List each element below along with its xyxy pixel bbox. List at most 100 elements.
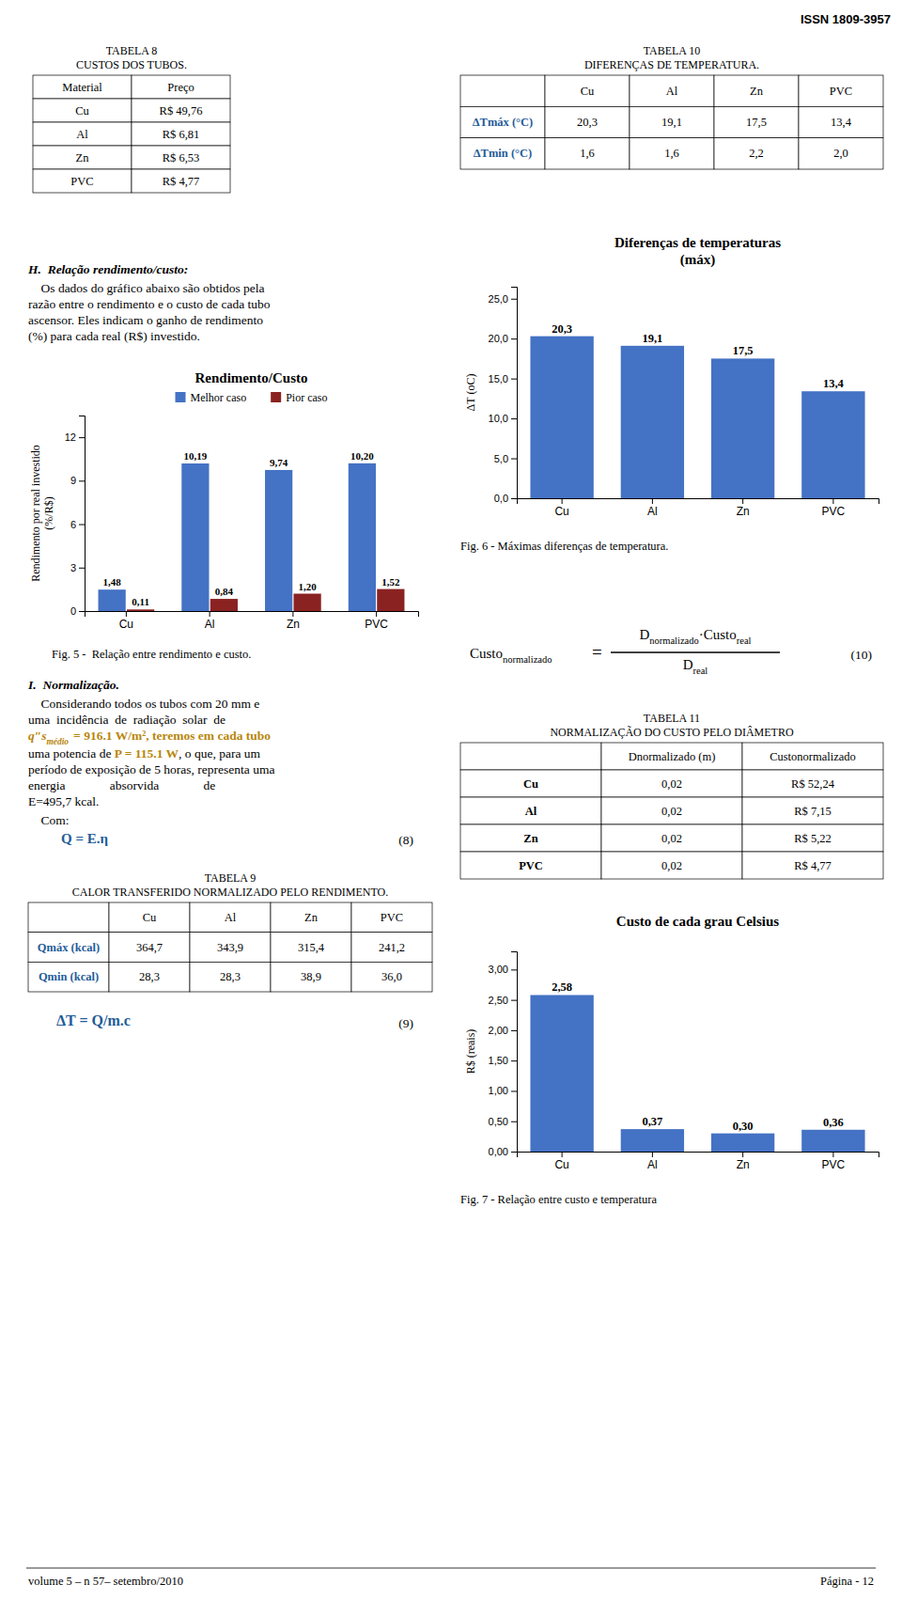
y-tick-label: 12 [64,431,77,443]
x-tick: Cu [119,610,134,631]
table-title: NORMALIZAÇÃO DO CUSTO PELO DIÂMETRO [549,725,794,739]
bar [376,589,405,611]
bars [529,994,865,1151]
y-tick-mark [78,436,85,438]
table-cell [798,138,884,170]
table-text: Al [525,804,538,818]
body-line: (%) para cada real (R$) investido. [28,328,201,343]
table-cell [742,769,884,797]
table-text: 17,5 [746,115,767,129]
table-text: 28,3 [139,969,160,983]
table-cell [189,932,271,963]
table-cell [131,75,231,99]
x-tick: PVC [822,497,846,518]
text-run: normalizado [649,635,699,646]
y-tick-label: 2,00 [488,1024,509,1036]
y-tick-mark [511,999,517,1001]
y-tick-mark [78,480,85,482]
table-header: PVC [380,910,404,924]
y-tick-mark [511,1059,517,1061]
table-cell [798,106,884,138]
chart-title-line: Rendimento/Custo [194,370,308,386]
y-tick-label: 3,00 [488,963,509,975]
x-axis: CuAlZnPVC [517,497,880,518]
body-line: Os dados do gráfico abaixo são obtidos p… [28,280,265,296]
table-header: Cu [580,84,595,98]
x-tick: Cu [554,497,569,518]
y-axis-title-line: (%/R$) [42,496,56,529]
table-cell [28,902,109,933]
table-text: 36,0 [381,969,403,983]
y-tick: 15,0 [488,373,517,385]
table-cell [601,742,743,770]
table-cell [629,75,715,107]
x-tick-mark [742,497,744,504]
x-tick-mark [652,1150,654,1157]
table-header: Material [62,80,103,94]
x-tick-label: Zn [736,504,750,518]
table-text: R$ 7,15 [793,804,832,818]
x-tick: Cu [554,1150,569,1171]
bar [801,1129,865,1151]
bar [529,336,593,498]
table-header: Preço [167,80,194,94]
axis-line [517,498,880,505]
table-text: Zn [76,151,91,165]
table-text: Zn [523,831,538,845]
data-label: 1,52 [381,575,401,588]
y-axis-title-line: ΔT (oC) [464,373,478,412]
chart-title: Custo de cada grau Celsius [616,913,780,929]
y-tick: 5,0 [494,452,517,465]
chart-title: Rendimento/Custo [194,370,308,386]
formula-equals: = [591,641,603,662]
table-cell [32,169,132,193]
body-line: uma incidência de radiação solar de [28,712,226,727]
y-tick-mark [511,418,517,420]
table-text: PVC [518,858,544,872]
x-tick-label: Zn [736,1157,750,1171]
x-tick-label: Zn [286,617,300,631]
table-cell [131,98,231,123]
table-cell [131,145,231,170]
axis-line [511,951,518,1152]
x-tick-mark [292,610,294,617]
text-run: normalizado [502,653,552,665]
data-label: 2,58 [551,979,573,994]
table-text: 1,6 [664,146,680,160]
table-header: Zn [749,84,764,98]
y-axis-title: R$ (reais) [464,1028,478,1074]
table-text: 343,9 [217,940,244,954]
text-run: Custo [469,645,503,661]
page: ISSN 1809-3957TABELA 8CUSTOS DOS TUBOS.M… [0,0,902,1600]
table-text: 19,1 [661,115,683,129]
x-tick: Zn [286,610,300,631]
body-line: razão entre o rendimento e o custo de ca… [28,296,271,312]
y-tick-label: 1,50 [488,1054,509,1066]
footer-divider [26,1567,876,1569]
table-cell [32,75,132,99]
table-cell [270,932,352,963]
x-tick-mark [832,1150,834,1157]
text-run: = 916.1 W/m², teremos em cada tubo [73,728,271,743]
axis-line [78,416,86,612]
table-cell [544,138,630,170]
table-cell [270,961,352,992]
legend-swatch [270,391,281,403]
body-line: Considerando todos os tubos com 20 mm e [28,696,260,711]
table-text: R$ 4,77 [162,174,201,188]
bars [529,336,865,498]
axis-line [85,611,420,618]
y-tick: 10,0 [488,412,517,424]
y-tick: 1,50 [488,1054,517,1066]
text-run: q″s [28,728,47,743]
table-cell [742,796,884,825]
y-tick: 12 [64,431,85,443]
table: TABELA 10DIFERENÇAS DE TEMPERATURA.CuAlZ… [460,44,884,170]
y-tick-mark [511,298,517,300]
y-tick-label: 0,50 [488,1115,509,1127]
x-tick-mark [561,497,563,504]
table-cell [629,138,715,170]
table: TABELA 9CALOR TRANSFERIDO NORMALIZADO PE… [28,870,433,992]
table-text: Qmáx (kcal) [37,940,100,954]
table-cell [742,851,884,879]
